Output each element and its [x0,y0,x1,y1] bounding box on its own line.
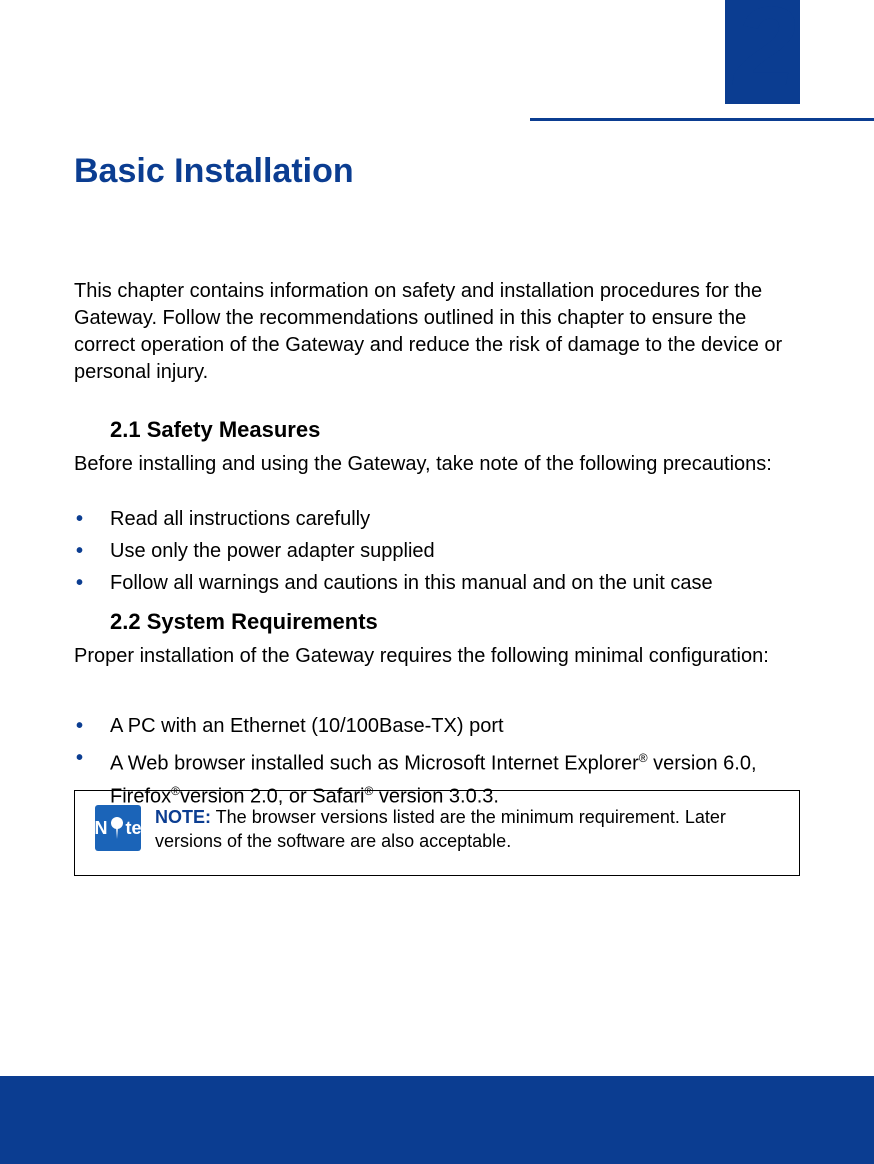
list-item: • Read all instructions carefully [74,506,800,533]
list-item-text: Use only the power adapter supplied [110,538,800,565]
list-item-text: A PC with an Ethernet (10/100Base-TX) po… [110,713,800,740]
note-icon-text: N te [95,817,142,839]
chapter-number: 2 [734,0,790,111]
note-box: N te NOTE: The browser versions listed a… [74,790,800,876]
bullet-icon: • [74,570,110,597]
safety-list: • Read all instructions carefully • Use … [74,501,800,597]
note-label: NOTE: [155,807,211,827]
list-item: • Follow all warnings and cautions in th… [74,570,800,597]
section-heading-requirements: 2.2 System Requirements [110,609,378,635]
section-lead-safety: Before installing and using the Gateway,… [74,451,800,478]
bullet-icon: • [74,745,110,772]
note-body: The browser versions listed are the mini… [155,807,726,851]
footer-bar [0,1076,874,1164]
bullet-icon: • [74,506,110,533]
list-item: • A PC with an Ethernet (10/100Base-TX) … [74,713,800,740]
note-icon-wrap: N te [87,805,149,853]
list-item-text: Read all instructions carefully [110,506,800,533]
note-icon-right: te [126,818,142,839]
header-rule [530,118,874,121]
note-icon: N te [95,805,141,851]
page-title: Basic Installation [74,152,354,191]
bullet-icon: • [74,538,110,565]
intro-paragraph: This chapter contains information on saf… [74,278,800,386]
pushpin-icon [109,817,125,839]
bullet-icon: • [74,713,110,740]
list-item: • Use only the power adapter supplied [74,538,800,565]
note-text: NOTE: The browser versions listed are th… [149,805,787,853]
list-item-text: Follow all warnings and cautions in this… [110,570,800,597]
section-heading-safety: 2.1 Safety Measures [110,417,320,443]
section-lead-requirements: Proper installation of the Gateway requi… [74,643,800,670]
note-icon-left: N [95,818,108,839]
page: 2 Basic Installation This chapter contai… [0,0,874,1164]
